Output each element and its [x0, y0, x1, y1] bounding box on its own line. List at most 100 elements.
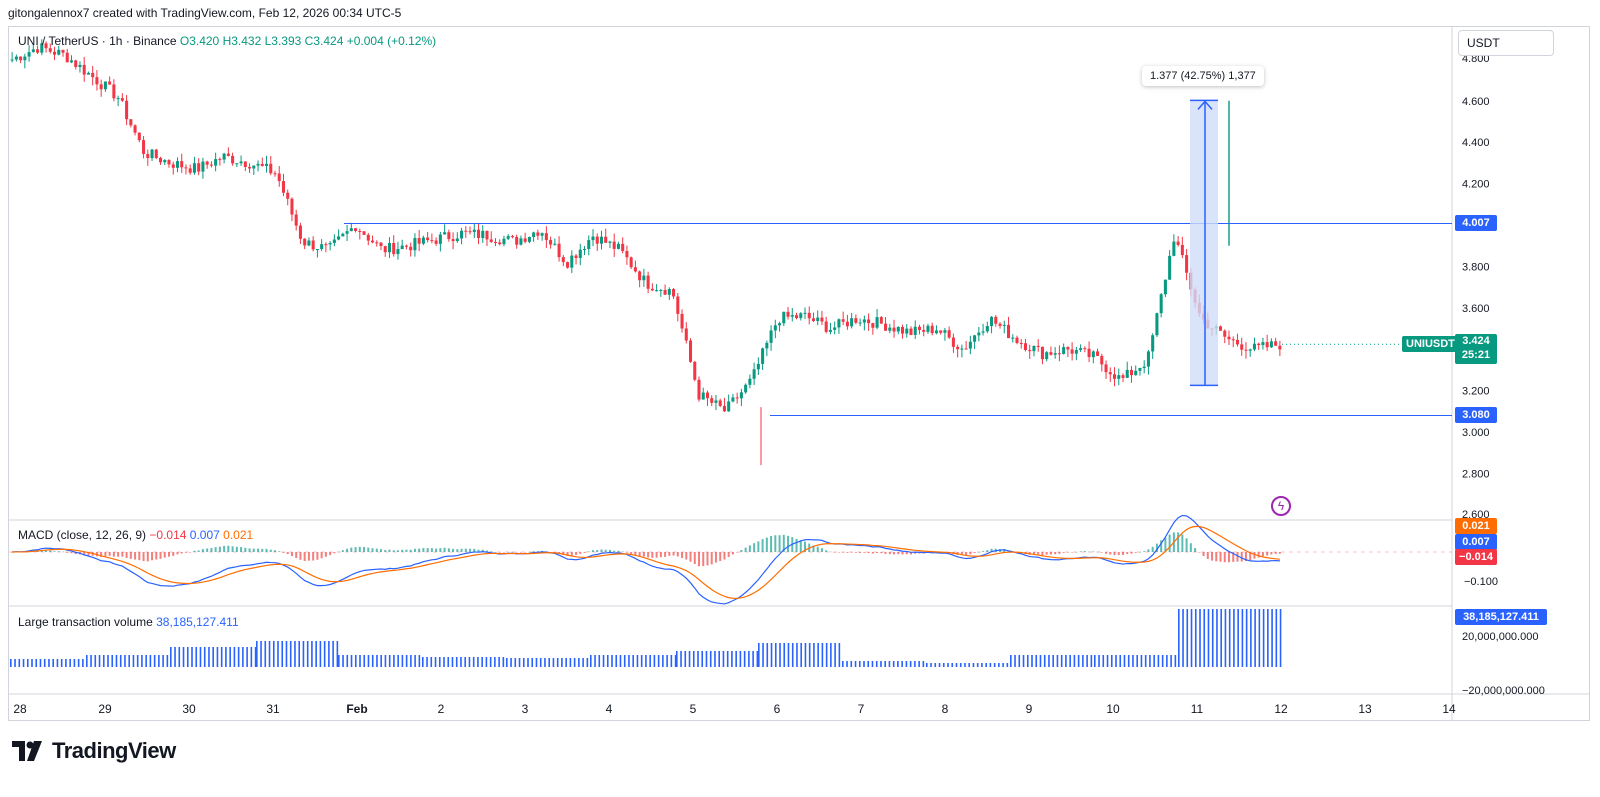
macd-histogram-bar: [621, 551, 624, 553]
macd-histogram-bar: [1066, 552, 1069, 553]
macd-histogram-bar: [1155, 543, 1158, 552]
flash-icon[interactable]: ϟ: [1271, 496, 1291, 516]
volume-bar: [1224, 609, 1227, 667]
volume-bar: [590, 655, 592, 667]
macd-histogram-bar: [307, 552, 310, 561]
volume-bar: [808, 643, 811, 667]
candle-body: [1163, 279, 1167, 295]
volume-bar: [645, 655, 647, 667]
volume-bar: [1110, 655, 1113, 667]
volume-bar: [1245, 609, 1248, 667]
candle-body: [354, 228, 358, 231]
volume-bar: [14, 659, 16, 667]
volume-bar: [582, 658, 584, 667]
volume-bar: [342, 655, 344, 667]
macd-histogram-bar: [1126, 552, 1129, 554]
candle-body: [489, 239, 493, 242]
volume-bar: [1086, 655, 1088, 667]
volume-bar: [1043, 655, 1046, 667]
macd-histogram-bar: [910, 552, 912, 555]
candle-body: [371, 240, 375, 243]
macd-histogram-bar: [748, 545, 751, 552]
macd-histogram-bar: [698, 552, 700, 567]
candle-body: [36, 49, 40, 53]
macd-histogram-bar: [312, 552, 315, 561]
volume-bar: [246, 647, 248, 667]
volume-bar: [1098, 655, 1100, 667]
candle-body: [557, 243, 561, 258]
volume-bar: [649, 655, 651, 667]
tradingview-logo[interactable]: TradingView: [12, 738, 176, 764]
candle-body: [574, 255, 578, 258]
macd-histogram-bar: [727, 552, 730, 558]
candle-body: [884, 323, 888, 331]
macd-histogram-bar: [1160, 540, 1163, 552]
volume-bar: [393, 655, 395, 667]
candle-body: [65, 52, 69, 63]
candle-body: [663, 290, 667, 295]
volume-bar: [884, 661, 886, 667]
candle-body: [286, 192, 290, 199]
candle-body: [625, 251, 629, 258]
macd-name[interactable]: MACD (close, 12, 26, 9): [18, 528, 147, 542]
candle-body: [1015, 337, 1019, 343]
macd-histogram-bar: [240, 547, 243, 552]
macd-histogram-bar: [731, 552, 734, 555]
volume-bar: [380, 655, 382, 667]
macd-histogram-bar: [596, 550, 599, 552]
candle-body: [544, 233, 548, 241]
symbol-name[interactable]: UNI / TetherUS · 1h · Binance: [18, 34, 177, 48]
candle-body: [1032, 345, 1036, 352]
macd-histogram-bar: [168, 552, 170, 557]
macd-histogram-bar: [1100, 552, 1103, 553]
candle-body: [561, 257, 565, 263]
candle-body: [803, 312, 807, 314]
volume-bar: [178, 647, 181, 667]
volume-bar: [762, 643, 764, 667]
candle-body: [477, 229, 481, 238]
currency-button[interactable]: USDT: [1458, 30, 1554, 56]
candle-body: [366, 234, 370, 241]
candle-body: [341, 233, 345, 237]
macd-histogram-bar: [799, 540, 802, 552]
open-value: O3.420: [179, 34, 220, 48]
candle-body: [1079, 348, 1083, 351]
macd-histogram-bar: [473, 548, 476, 552]
candle-body: [778, 323, 782, 326]
time-axis-label: 12: [1274, 702, 1288, 716]
candle-body: [256, 163, 260, 166]
volume-bar: [1094, 655, 1096, 667]
volume-bar: [174, 647, 176, 667]
candle-body: [468, 231, 472, 233]
candle-body: [10, 59, 14, 61]
volume-bar: [892, 661, 895, 667]
candle-body: [901, 326, 905, 334]
volume-bar: [384, 655, 387, 667]
volume-bar: [438, 657, 441, 667]
volume-bar: [506, 658, 508, 667]
macd-histogram-bar: [753, 543, 756, 552]
macd-histogram-bar: [681, 552, 684, 559]
candle-body: [1129, 369, 1133, 376]
candle-body: [1104, 364, 1108, 373]
candle-body: [1053, 353, 1057, 355]
candle-body: [532, 232, 536, 238]
volume-bar: [90, 655, 92, 667]
volume-bar: [203, 647, 206, 667]
volume-tag: 38,185,127.411: [1455, 609, 1547, 625]
candle-body: [756, 363, 760, 370]
time-axis-label: 8: [942, 702, 949, 716]
candle-body: [430, 240, 434, 242]
volume-bar: [264, 641, 267, 667]
volume-name[interactable]: Large transaction volume: [18, 615, 153, 629]
macd-histogram-bar: [439, 548, 442, 552]
candle-body: [786, 311, 790, 317]
candle-body: [74, 60, 78, 67]
candle-body: [387, 242, 391, 253]
macd-histogram-bar: [617, 550, 620, 552]
volume-bar: [1039, 655, 1042, 667]
macd-histogram-bar: [380, 549, 382, 552]
candle-body: [1223, 330, 1227, 337]
volume-bar: [1073, 655, 1076, 667]
